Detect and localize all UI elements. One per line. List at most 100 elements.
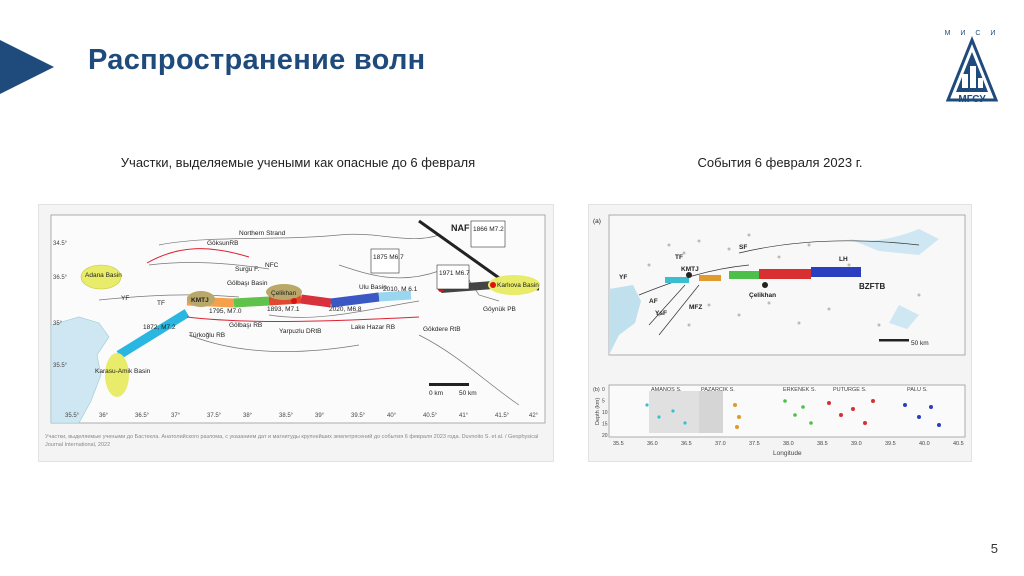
label-seg-2020: 2020, M6.8	[329, 306, 362, 313]
label-turkoglu: Türkoğlu RB	[189, 332, 225, 339]
label-seg-1872: 1872, M7.2	[143, 324, 176, 331]
seismicity-figure: (a) SF YF AF YsF MFZ KMTJ Çelikhan LH BZ…	[588, 204, 972, 462]
aftershock-clusters	[665, 267, 861, 283]
depth-tick-label: 5	[602, 399, 605, 405]
svg-text:36.5°: 36.5°	[53, 275, 68, 281]
label-northern-strand: Northern Strand	[239, 230, 286, 237]
x-axis-ticks: 35.5 36.0 36.5 37.0 37.5 38.0 38.5 39.0 39.5 40.0…	[613, 441, 964, 447]
figure-left-source: Участки, выделяемые учеными до Бастекла.…	[45, 434, 539, 448]
x-tick-label: 39.5	[885, 441, 896, 447]
label-seg-1893: 1893, M7.1	[267, 306, 300, 313]
caption-right: События 6 февраля 2023 г.	[697, 155, 863, 170]
label-nfc: NFC	[265, 262, 279, 269]
x-tick-label: 39.0	[851, 441, 862, 447]
label-scale-0: 0 km	[429, 390, 443, 397]
fault-map-svg: GöksunRB Northern Strand Surgu F. NFC NA…	[45, 214, 546, 448]
slide-title: Распространение волн	[88, 44, 426, 76]
background-seismicity	[647, 233, 921, 327]
svg-text:36°: 36°	[99, 413, 109, 419]
logo-letters: М И С И	[944, 30, 1000, 37]
label-celikhan-right: Çelikhan	[749, 292, 776, 299]
depth-section-points	[645, 391, 941, 433]
caption-left: Участки, выделяемые учеными как опасные …	[120, 155, 476, 170]
label-seg-amanos: AMANOS S.	[651, 387, 682, 393]
label-karliova: Karlıova Basin	[497, 282, 539, 289]
logo-emblem: МГСУ	[945, 35, 999, 105]
label-yf-right: YF	[619, 274, 627, 281]
label-lh: LH	[839, 256, 848, 263]
x-tick-label: 37.0	[715, 441, 726, 447]
label-ulu-basin: Ulu Basin	[359, 284, 387, 291]
svg-text:41°: 41°	[459, 413, 469, 419]
depth-tick-label: 10	[602, 410, 608, 416]
label-sf: SF	[739, 244, 747, 251]
svg-text:38°: 38°	[243, 413, 253, 419]
label-yf: YF	[121, 295, 129, 302]
label-tf-right: TF	[675, 254, 683, 261]
label-seg-pazarcik: PAZARCIK S.	[701, 387, 735, 393]
logo-text: МГСУ	[958, 94, 986, 104]
mgsu-logo: М И С И МГСУ	[944, 30, 1000, 105]
seismicity-svg: (a) SF YF AF YsF MFZ KMTJ Çelikhan LH BZ…	[593, 214, 966, 457]
x-tick-label: 40.5	[953, 441, 964, 447]
header-triangle-decoration	[0, 40, 54, 94]
svg-text:37°: 37°	[171, 413, 181, 419]
svg-text:42°: 42°	[529, 413, 539, 419]
label-golbasi-rb: Gölbaşı RB	[229, 322, 262, 329]
svg-text:40.5°: 40.5°	[423, 413, 438, 419]
svg-text:34.5°: 34.5°	[53, 241, 68, 247]
x-tick-label: 40.0	[919, 441, 930, 447]
label-seg-erkenek: ERKENEK S.	[783, 387, 816, 393]
x-tick-label: 37.5	[749, 441, 760, 447]
label-scale-50: 50 km	[459, 390, 477, 397]
label-kmtj: KMTJ	[681, 266, 699, 273]
svg-text:40°: 40°	[387, 413, 397, 419]
label-adana: Adana Basin	[85, 272, 122, 279]
label-gokdere: Gökdere RtB	[423, 326, 461, 333]
label-surgu: Surgu F.	[235, 266, 259, 273]
x-tick-label: 38.0	[783, 441, 794, 447]
depth-tick-label: 15	[602, 422, 608, 428]
svg-text:39.5°: 39.5°	[351, 413, 366, 419]
label-y-axis: Depth (km)	[595, 398, 601, 425]
label-x-axis: Longitude	[773, 450, 802, 457]
label-scale-right: 50 km	[911, 340, 929, 347]
label-seg-1795: 1795, M7.0	[209, 308, 242, 315]
depth-axis-ticks: 0 5 10 15 20	[602, 387, 608, 439]
label-karasu: Karasu-Amik Basin	[95, 368, 151, 375]
label-yarpuzlu: Yarpuzlu DRtB	[279, 328, 322, 335]
x-tick-label: 36.0	[647, 441, 658, 447]
label-seg-pu: PUTURGE S.	[833, 387, 867, 393]
depth-tick-label: 20	[602, 433, 608, 439]
svg-text:37.5°: 37.5°	[207, 413, 222, 419]
svg-text:35.5°: 35.5°	[65, 413, 80, 419]
svg-text:35.5°: 35.5°	[53, 363, 68, 369]
label-bzftb: BZFTB	[859, 282, 885, 291]
label-quake-1971: 1971 M6.7	[439, 270, 470, 277]
label-goynuk: Göynük PB	[483, 306, 516, 313]
fault-map-figure: GöksunRB Northern Strand Surgu F. NFC NA…	[38, 204, 554, 462]
label-golbasi-basin: Gölbaşı Basin	[227, 280, 268, 287]
label-quake-1875: 1875 M6.7	[373, 254, 404, 261]
depth-tick-label: 0	[602, 387, 605, 393]
label-tf: TF	[157, 300, 165, 307]
label-kmt: KMTJ	[191, 297, 209, 304]
svg-text:35°: 35°	[53, 321, 63, 327]
label-celikhan: Çelikhan	[271, 290, 297, 297]
x-tick-label: 36.5	[681, 441, 692, 447]
svg-text:39°: 39°	[315, 413, 325, 419]
x-tick-label: 38.5	[817, 441, 828, 447]
label-panel-a: (a)	[593, 218, 601, 225]
label-lake-hazar: Lake Hazar RB	[351, 324, 395, 331]
page-number: 5	[990, 541, 998, 556]
label-seg-palu: PALU S.	[907, 387, 928, 393]
label-goksun: GöksunRB	[207, 240, 238, 247]
svg-text:36.5°: 36.5°	[135, 413, 150, 419]
label-ysf: YsF	[655, 310, 667, 317]
label-af: AF	[649, 298, 658, 305]
label-seg-2010: 2010, M 6.1	[383, 286, 418, 293]
label-panel-b: (b)	[593, 387, 600, 393]
x-tick-label: 35.5	[613, 441, 624, 447]
svg-text:38.5°: 38.5°	[279, 413, 294, 419]
svg-text:41.5°: 41.5°	[495, 413, 510, 419]
